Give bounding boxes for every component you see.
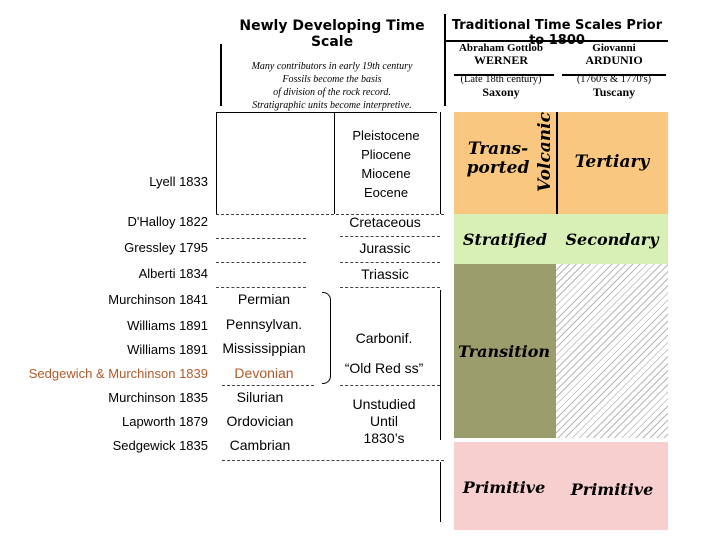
primitive-brace	[440, 462, 441, 522]
werner-period: (Late 18th century)	[460, 74, 542, 85]
epoch-eocene: Eocene	[363, 185, 409, 200]
unstudied-line-3: 1830’s	[363, 430, 405, 446]
ardunio-secondary-block	[556, 214, 668, 264]
werner-last-name: WERNER	[473, 53, 528, 67]
note-line-1: Many contributors in early 19th century	[251, 61, 413, 72]
system-mississippian: Mississippian	[222, 340, 306, 356]
epoch-list: Pleistocene Pliocene Miocene Eocene	[336, 126, 436, 202]
werner-primitive-label: Primitive	[462, 478, 546, 497]
system-cambrian: Cambrian	[229, 437, 291, 453]
ardunio-header: Giovanni ARDUNIO (1760's & 1770's) Tusca…	[562, 42, 666, 98]
transition-brace	[440, 290, 441, 440]
stratified-label: Stratified	[462, 230, 548, 249]
unstudied-line-1: Unstudied	[352, 396, 416, 412]
volcanic-divider	[556, 112, 558, 214]
secondary-label: Secondary	[565, 230, 659, 249]
epoch-pleistocene: Pleistocene	[352, 128, 420, 143]
cenozoic-brace	[440, 112, 441, 214]
werner-header: Abraham Gottlob WERNER (Late 18th centur…	[450, 42, 552, 98]
author-murchinson-1841: Murchinson 1841	[108, 292, 208, 307]
author-sedgewich-murchinson: Sedgewich & Murchinson 1839	[28, 366, 208, 381]
unstudied-note: Unstudied Until 1830’s	[334, 396, 434, 447]
ardunio-last-name: ARDUNIO	[585, 53, 643, 67]
ardunio-tertiary-block	[556, 112, 668, 214]
werner-first-name: Abraham Gottlob	[458, 42, 544, 54]
author-sedgewick: Sedgewick 1835	[112, 438, 208, 453]
newly-developing-header: Newly Developing Time Scale Many contrib…	[222, 14, 442, 111]
epoch-pliocene: Pliocene	[361, 147, 411, 162]
ardunio-region: Tuscany	[592, 85, 636, 99]
werner-region: Saxony	[482, 85, 520, 99]
system-cretaceous: Cretaceous	[349, 214, 421, 230]
author-lapworth: Lapworth 1879	[121, 414, 208, 429]
author-williams-1: Williams 1891	[127, 318, 208, 333]
note-line-4: Stratigraphic units become interpretive.	[252, 100, 412, 111]
system-pennsylvan: Pennsylvan.	[225, 316, 303, 332]
system-permian: Permian	[237, 291, 291, 307]
werner-stratified-block	[454, 214, 556, 264]
unstudied-line-2: Until	[369, 413, 398, 429]
boundary-triassic-permian-right	[340, 287, 440, 288]
ardunio-period: (1760's & 1770's)	[576, 74, 652, 85]
header-bottom-line	[446, 40, 668, 42]
author-murchinson-1835: Murchinson 1835	[108, 390, 208, 405]
werner-primitive-block	[454, 442, 556, 530]
ardunio-first-name: Giovanni	[592, 42, 636, 54]
author-lyell: Lyell 1833	[149, 174, 208, 189]
newly-developing-title: Newly Developing Time Scale	[239, 18, 425, 50]
werner-transported-block	[454, 112, 556, 214]
system-devonian: Devonian	[234, 365, 294, 381]
author-williams-2: Williams 1891	[127, 342, 208, 357]
author-gressley: Gressley 1795	[124, 240, 208, 255]
boundary-jurassic-triassic	[216, 262, 306, 263]
transported-label: Trans- ported	[458, 140, 538, 178]
transition-label: Transition	[457, 342, 551, 361]
system-triassic: Triassic	[361, 266, 409, 282]
tertiary-label: Tertiary	[574, 152, 650, 172]
boundary-triassic-permian	[216, 287, 306, 288]
system-jurassic: Jurassic	[359, 240, 411, 256]
system-silurian: Silurian	[236, 389, 284, 405]
boundary-old-red-unstudied	[340, 385, 440, 386]
werner-header-line	[454, 74, 554, 76]
werner-transition-block	[454, 264, 556, 438]
carbonif-bracket	[322, 292, 331, 384]
boundary-cretaceous-jurassic-right	[340, 236, 440, 237]
epoch-miocene: Miocene	[361, 166, 411, 181]
left-header-edge	[220, 44, 222, 106]
ardunio-primitive-block	[556, 442, 668, 530]
cenozoic-bracket	[216, 112, 437, 215]
boundary-cambrian-bottom	[222, 460, 444, 461]
author-dhalloy: D'Halloy 1822	[127, 214, 208, 229]
system-ordovician: Ordovician	[226, 413, 294, 429]
transported-line-2: ported	[466, 158, 530, 178]
author-alberti: Alberti 1834	[138, 266, 208, 281]
system-old-red: “Old Red ss”	[344, 360, 424, 376]
note-line-3: of division of the rock record.	[273, 87, 391, 98]
boundary-cretaceous-jurassic	[216, 238, 306, 239]
volcanic-label: Volcanic	[535, 112, 555, 192]
ardunio-hatched-block	[556, 264, 668, 438]
boundary-cenozoic-cretaceous	[216, 214, 444, 215]
system-carbonif: Carbonif.	[355, 330, 413, 346]
header-divider	[444, 14, 446, 106]
traditional-header: Traditional Time Scales Prior to 1800	[446, 14, 668, 48]
boundary-jurassic-triassic-right	[340, 262, 440, 263]
boundary-devonian-silurian	[222, 385, 314, 386]
transported-line-1: Trans-	[467, 139, 529, 159]
ardunio-primitive-label: Primitive	[570, 480, 654, 499]
note-line-2: Fossils become the basis	[282, 74, 382, 85]
epoch-box-edge	[334, 112, 335, 214]
ardunio-header-line	[562, 74, 666, 76]
